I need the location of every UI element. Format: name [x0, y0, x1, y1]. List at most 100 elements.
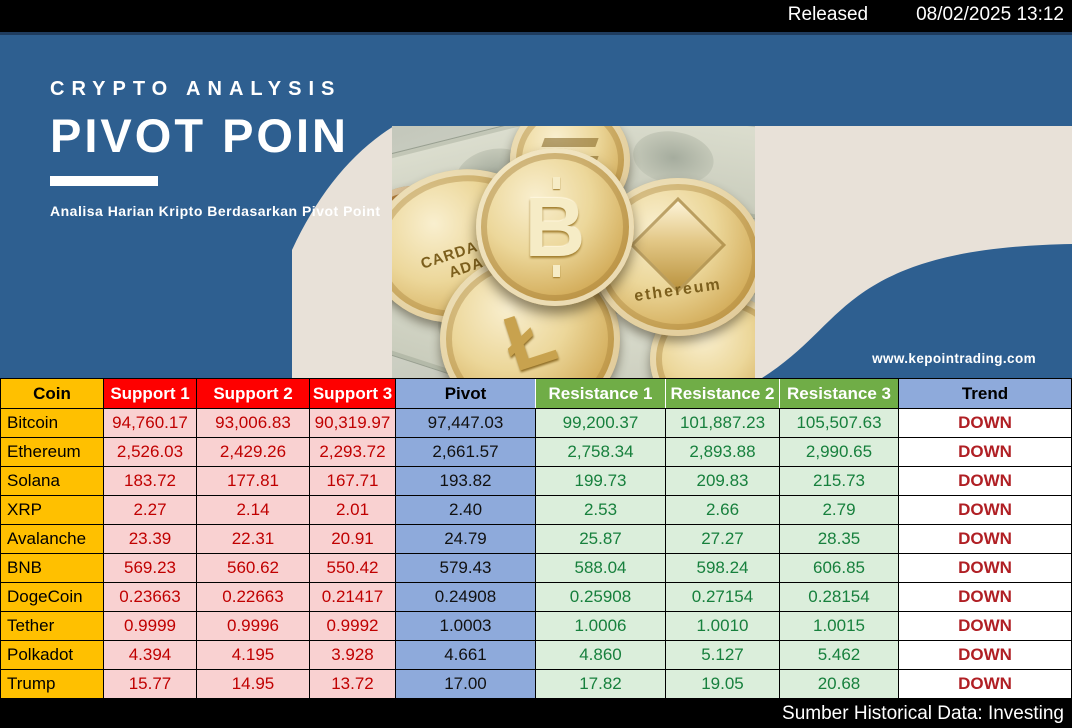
cell-coin: Tether: [1, 612, 103, 640]
website-link[interactable]: www.kepointrading.com: [872, 351, 1036, 366]
cell-trend: DOWN: [899, 641, 1071, 669]
banner-background-shapes: [0, 32, 1072, 378]
cell-resistance-1: 99,200.37: [536, 409, 665, 437]
cell-coin: Trump: [1, 670, 103, 698]
column-header-pivot: Pivot: [396, 379, 535, 408]
crypto-coins-photo: CARDANO ADA Ł ethereum B: [392, 126, 755, 378]
cell-support-3: 0.21417: [310, 583, 395, 611]
cell-resistance-3: 2,990.65: [780, 438, 898, 466]
cell-resistance-3: 105,507.63: [780, 409, 898, 437]
cell-support-2: 4.195: [197, 641, 309, 669]
cell-support-1: 0.9999: [104, 612, 196, 640]
cell-coin: Bitcoin: [1, 409, 103, 437]
cell-resistance-2: 2.66: [666, 496, 779, 524]
cell-resistance-1: 2.53: [536, 496, 665, 524]
cell-support-1: 183.72: [104, 467, 196, 495]
cell-support-3: 13.72: [310, 670, 395, 698]
cell-support-2: 93,006.83: [197, 409, 309, 437]
cell-resistance-1: 17.82: [536, 670, 665, 698]
cell-resistance-3: 1.0015: [780, 612, 898, 640]
cell-resistance-2: 19.05: [666, 670, 779, 698]
cell-resistance-2: 209.83: [666, 467, 779, 495]
cell-support-1: 23.39: [104, 525, 196, 553]
cell-resistance-1: 25.87: [536, 525, 665, 553]
cell-support-1: 94,760.17: [104, 409, 196, 437]
cell-support-1: 2,526.03: [104, 438, 196, 466]
cell-resistance-1: 2,758.34: [536, 438, 665, 466]
bitcoin-symbol-icon: B: [525, 177, 585, 277]
cell-support-3: 167.71: [310, 467, 395, 495]
cell-pivot: 2.40: [396, 496, 535, 524]
cell-resistance-3: 5.462: [780, 641, 898, 669]
cell-resistance-3: 0.28154: [780, 583, 898, 611]
cell-resistance-3: 28.35: [780, 525, 898, 553]
cell-pivot: 1.0003: [396, 612, 535, 640]
column-header-support-2: Support 2: [197, 379, 309, 408]
cell-resistance-3: 2.79: [780, 496, 898, 524]
cell-resistance-2: 598.24: [666, 554, 779, 582]
cell-pivot: 0.24908: [396, 583, 535, 611]
cell-resistance-2: 2,893.88: [666, 438, 779, 466]
cell-pivot: 97,447.03: [396, 409, 535, 437]
ethereum-diamond-icon: [634, 201, 722, 289]
cell-coin: Polkadot: [1, 641, 103, 669]
cell-resistance-2: 27.27: [666, 525, 779, 553]
cell-trend: DOWN: [899, 670, 1071, 698]
cell-resistance-2: 101,887.23: [666, 409, 779, 437]
cell-trend: DOWN: [899, 554, 1071, 582]
cell-resistance-1: 1.0006: [536, 612, 665, 640]
top-status-bar: Released 08/02/2025 13:12: [0, 0, 1072, 32]
cell-support-3: 0.9992: [310, 612, 395, 640]
banner-title: PIVOT POIN: [50, 109, 349, 162]
column-header-support-3: Support 3: [310, 379, 395, 408]
cell-trend: DOWN: [899, 583, 1071, 611]
banner-kicker: CRYPTO ANALYSIS: [50, 78, 342, 100]
banner-subtitle: Analisa Harian Kripto Berdasarkan Pivot …: [50, 203, 381, 219]
cell-coin: BNB: [1, 554, 103, 582]
cell-pivot: 24.79: [396, 525, 535, 553]
cell-resistance-1: 4.860: [536, 641, 665, 669]
cell-pivot: 2,661.57: [396, 438, 535, 466]
cell-support-2: 14.95: [197, 670, 309, 698]
cell-pivot: 4.661: [396, 641, 535, 669]
cell-support-1: 4.394: [104, 641, 196, 669]
cell-resistance-1: 0.25908: [536, 583, 665, 611]
cell-coin: Ethereum: [1, 438, 103, 466]
cell-trend: DOWN: [899, 525, 1071, 553]
column-header-trend: Trend: [899, 379, 1071, 408]
cell-trend: DOWN: [899, 409, 1071, 437]
cell-pivot: 17.00: [396, 670, 535, 698]
cell-trend: DOWN: [899, 496, 1071, 524]
column-header-resistance-2: Resistance 2: [666, 379, 779, 408]
cell-resistance-1: 199.73: [536, 467, 665, 495]
bottom-status-bar: Sumber Historical Data: Investing: [0, 699, 1072, 728]
cell-support-3: 3.928: [310, 641, 395, 669]
cell-support-3: 2.01: [310, 496, 395, 524]
cell-support-1: 15.77: [104, 670, 196, 698]
cell-support-1: 2.27: [104, 496, 196, 524]
cell-resistance-3: 215.73: [780, 467, 898, 495]
cell-resistance-2: 1.0010: [666, 612, 779, 640]
cell-support-3: 2,293.72: [310, 438, 395, 466]
cell-support-1: 569.23: [104, 554, 196, 582]
cell-resistance-3: 20.68: [780, 670, 898, 698]
cell-coin: XRP: [1, 496, 103, 524]
cell-coin: DogeCoin: [1, 583, 103, 611]
cell-support-3: 20.91: [310, 525, 395, 553]
column-header-resistance-3: Resistance 3: [780, 379, 898, 408]
cell-resistance-3: 606.85: [780, 554, 898, 582]
cell-coin: Solana: [1, 467, 103, 495]
cell-support-2: 177.81: [197, 467, 309, 495]
cell-support-2: 0.9996: [197, 612, 309, 640]
cell-trend: DOWN: [899, 438, 1071, 466]
column-header-coin: Coin: [1, 379, 103, 408]
column-header-support-1: Support 1: [104, 379, 196, 408]
cell-resistance-2: 5.127: [666, 641, 779, 669]
cell-support-3: 550.42: [310, 554, 395, 582]
cell-support-2: 22.31: [197, 525, 309, 553]
cell-support-2: 2,429.26: [197, 438, 309, 466]
pivot-table: Coin Support 1 Support 2 Support 3 Pivot…: [0, 378, 1072, 699]
cell-pivot: 579.43: [396, 554, 535, 582]
bitcoin-coin-icon: B: [476, 148, 634, 306]
banner-underline: [50, 176, 158, 186]
